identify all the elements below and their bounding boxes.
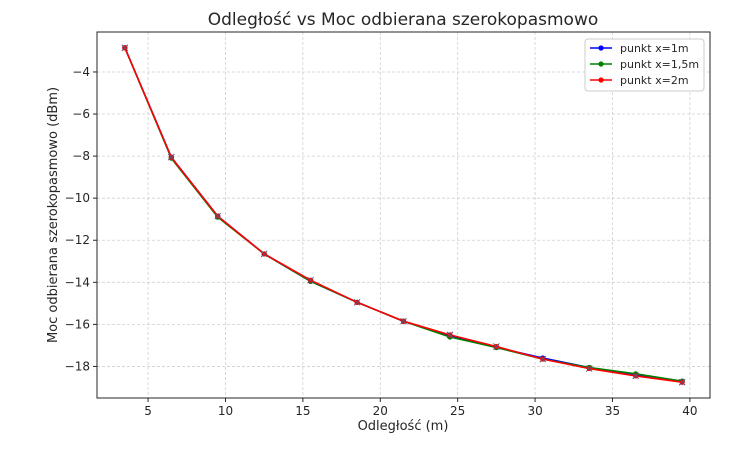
legend-marker-3 (598, 77, 604, 83)
series-group (121, 44, 686, 386)
x-tick-label: 15 (295, 404, 310, 418)
point-marker (400, 317, 407, 325)
y-tick-label: −18 (65, 359, 90, 373)
point-marker (214, 212, 222, 220)
x-tick-label: 5 (144, 404, 152, 418)
y-tick-label: −12 (65, 233, 90, 247)
point-marker (260, 250, 268, 258)
legend-box (584, 38, 705, 92)
grid-lines (97, 32, 710, 398)
legend-marker-1 (598, 45, 604, 51)
plot-frame (96, 31, 711, 399)
point-marker (167, 153, 175, 161)
point-marker (678, 378, 686, 386)
point-marker (446, 331, 454, 339)
point-marker (353, 298, 361, 306)
x-tick-label: 30 (527, 404, 542, 418)
y-tick-label: −4 (72, 65, 90, 79)
legend-label-3: punkt x=2m (620, 74, 689, 87)
legend-marker-2 (598, 61, 604, 67)
y-tick-label: −14 (65, 275, 90, 289)
legend-label-1: punkt x=1m (620, 42, 689, 55)
point-marker (307, 276, 314, 284)
legend-label-2: punkt x=1,5m (620, 58, 699, 71)
y-tick-label: −10 (65, 191, 90, 205)
x-tick-label: 10 (218, 404, 233, 418)
x-tick-label: 25 (450, 404, 465, 418)
point-marker (121, 44, 129, 52)
x-tick-label: 35 (605, 404, 620, 418)
x-tick-label: 40 (682, 404, 697, 418)
y-axis-label: Moc odbierana szerokopasmowo (dBm) (46, 87, 61, 343)
x-axis-label: Odległość (m) (358, 419, 449, 434)
x-tick-label: 20 (373, 404, 388, 418)
point-marker (632, 372, 640, 380)
legend: punkt x=1m punkt x=1,5m punkt x=2m (584, 38, 705, 92)
point-marker (493, 343, 500, 350)
y-tick-label: −16 (65, 317, 90, 331)
y-tick-label: −6 (72, 107, 90, 121)
point-marker (539, 355, 547, 363)
y-tick-label: −8 (72, 149, 90, 163)
axis-ticks: 5 10 15 20 25 30 35 40 −4 −6 −8 −10 −12 −14 −16 −18 (65, 65, 698, 418)
point-marker (585, 365, 593, 372)
chart-title: Odległość vs Moc odbierana szerokopasmow… (208, 10, 599, 30)
